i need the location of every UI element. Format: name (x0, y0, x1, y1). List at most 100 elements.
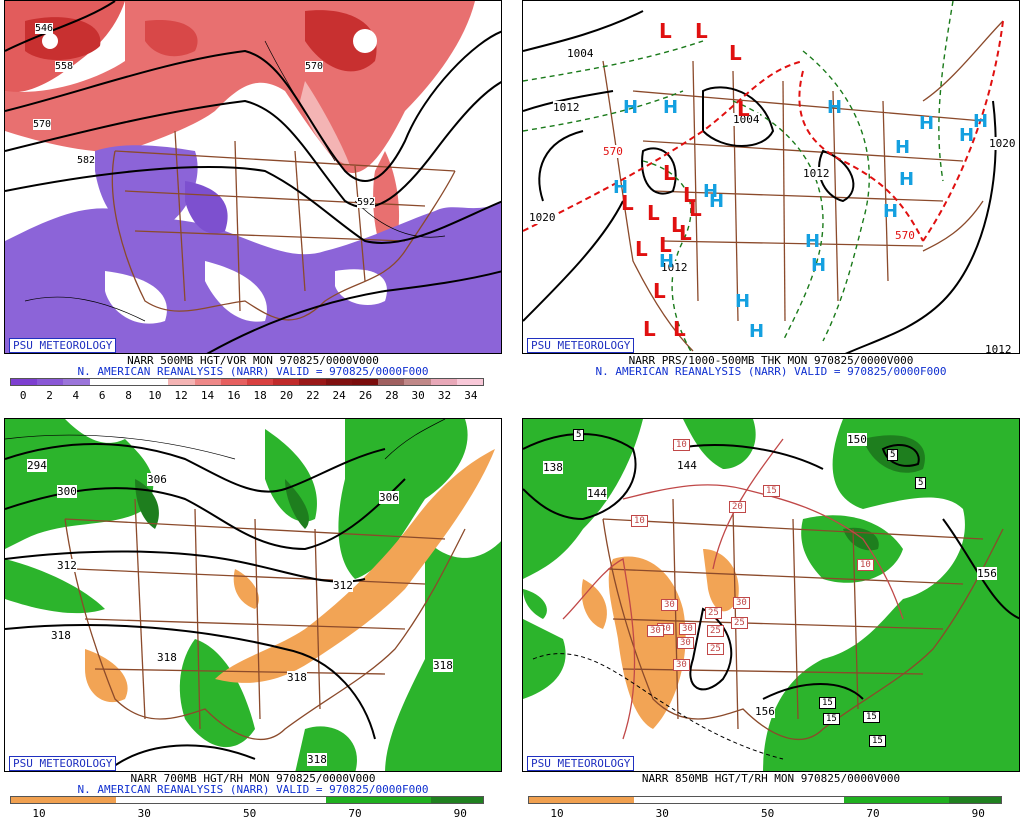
contour-label-582: 582 (77, 155, 96, 166)
contour-label-318-e: 318 (433, 659, 453, 672)
colorbar-swatch (378, 379, 405, 385)
colorbar-tick-label: 16 (227, 389, 241, 402)
contour-label-306-w: 306 (147, 473, 167, 486)
high-pressure-marker: H (883, 201, 899, 222)
contour-label-1012-s: 1012 (661, 261, 688, 274)
contour-label-570-e: 570 (895, 229, 915, 242)
contour-label-1012-c: 1012 (803, 167, 830, 180)
panel-500mb-vorticity: 546 558 570 582 570 592 PSU METEOROLOGY … (4, 0, 502, 402)
colorbar-tick-label: 2 (46, 389, 53, 402)
colorbar-swatch (529, 797, 582, 803)
temperature-box: 10 (673, 439, 690, 451)
colorbar-swatch (63, 797, 116, 803)
temperature-box: 30 (661, 599, 678, 611)
colorbar-tick-label: 0 (19, 389, 27, 402)
high-pressure-marker: H (663, 97, 679, 118)
low-pressure-marker: L (683, 183, 696, 207)
high-pressure-marker: H (623, 97, 639, 118)
colorbar-swatch (686, 797, 739, 803)
colorbar-swatch (430, 379, 457, 385)
contour-label-570-w: 570 (603, 145, 623, 158)
contour-label-1004-nw: 1004 (567, 47, 594, 60)
colorbar-swatch (194, 379, 221, 385)
temperature-box: 15 (823, 713, 840, 725)
reanalysis-label: N. AMERICAN REANALYSIS (NARR) VALID = 97… (77, 365, 429, 378)
colorbar-swatch (246, 379, 274, 385)
colorbar-swatch (63, 379, 90, 385)
temperature-box: 15 (863, 711, 880, 723)
temperature-box: 5 (887, 449, 899, 461)
colorbar-tick-label: 70 (348, 807, 362, 820)
low-pressure-marker: L (653, 279, 666, 303)
map-500mb: 546 558 570 582 570 592 PSU METEOROLOGY (4, 0, 502, 354)
high-pressure-marker: H (613, 177, 629, 198)
high-pressure-marker: H (827, 97, 843, 118)
psu-label: PSU METEOROLOGY (9, 338, 117, 353)
map-pressure-graphic (523, 1, 1004, 353)
colorbar-swatch (11, 797, 64, 803)
contour-label-570-east: 570 (305, 61, 324, 72)
colorbar-swatch (220, 379, 247, 385)
temperature-box: 10 (631, 515, 648, 527)
temperature-box: 20 (729, 501, 746, 513)
colorbar-tick-label: 24 (332, 389, 346, 402)
contour-label-156-s: 156 (755, 705, 775, 718)
contour-label-144-w: 144 (587, 487, 607, 500)
colorbar-tick-label: 70 (866, 807, 880, 820)
colorbar-swatch (378, 797, 431, 803)
rh-colorbar (10, 796, 484, 804)
contour-label-1012-w: 1012 (553, 101, 580, 114)
colorbar-tick-label: 30 (137, 807, 151, 820)
contour-label-570: 570 (33, 119, 52, 130)
high-pressure-marker: H (735, 291, 751, 312)
colorbar-swatch (273, 379, 300, 385)
colorbar-swatch (115, 797, 169, 803)
colorbar-swatch (456, 379, 483, 385)
temperature-box: 15 (869, 735, 886, 747)
temperature-box: 30 (679, 623, 696, 635)
colorbar-swatch (220, 797, 274, 803)
contour-label-144-c: 144 (677, 459, 697, 472)
map-850mb-graphic (523, 419, 1019, 771)
colorbar-swatch (351, 379, 379, 385)
colorbar-swatch (791, 797, 844, 803)
map-pressure: 1004 1012 1020 1004 1012 1012 1020 570 5… (522, 0, 1020, 354)
reanalysis-label: N. AMERICAN REANALYSIS (NARR) VALID = 97… (595, 365, 947, 378)
colorbar-tick-label: 50 (243, 807, 257, 820)
colorbar-tick-label: 90 (453, 807, 467, 820)
low-pressure-marker: L (729, 41, 742, 65)
rh-colorbar-ticks: 10 30 50 70 90 (528, 807, 1002, 820)
colorbar-tick-label: 10 (148, 389, 162, 402)
colorbar-swatch (325, 379, 352, 385)
map-title: NARR 850MB HGT/T/RH MON 970825/0000V000 (641, 772, 901, 785)
low-pressure-marker: L (673, 317, 686, 341)
map-500mb-graphic (5, 1, 501, 353)
reanalysis-label: N. AMERICAN REANALYSIS (NARR) VALID = 97… (77, 783, 429, 796)
low-pressure-marker: L (679, 221, 692, 245)
contour-label-306-e: 306 (379, 491, 399, 504)
contour-label-150: 150 (847, 433, 867, 446)
low-pressure-marker: L (695, 19, 708, 43)
vorticity-colorbar (10, 378, 484, 386)
contour-label-156-e: 156 (977, 567, 997, 580)
low-pressure-marker: L (659, 19, 672, 43)
contour-label-312-w: 312 (57, 559, 77, 572)
temperature-box: 25 (731, 617, 748, 629)
contour-label-558: 558 (55, 61, 74, 72)
contour-label-312-e: 312 (333, 579, 353, 592)
colorbar-tick-label: 28 (385, 389, 399, 402)
contour-label-138: 138 (543, 461, 563, 474)
colorbar-tick-label: 4 (72, 389, 80, 402)
temperature-box: 5 (915, 477, 927, 489)
colorbar-swatch (37, 379, 64, 385)
temperature-box: 30 (673, 659, 690, 671)
colorbar-swatch (404, 379, 431, 385)
low-pressure-marker: L (643, 317, 656, 341)
contour-label-592: 592 (357, 197, 376, 208)
panel-850mb-temp-rh: 138 144 144 150 156 156 5 5 5 10 10 20 10 15 15 3… (522, 418, 1020, 820)
high-pressure-marker: H (709, 191, 725, 212)
colorbar-tick-label: 22 (306, 389, 320, 402)
high-pressure-marker: H (749, 321, 765, 342)
temperature-box: 25 (707, 625, 724, 637)
temperature-box: 15 (763, 485, 780, 497)
